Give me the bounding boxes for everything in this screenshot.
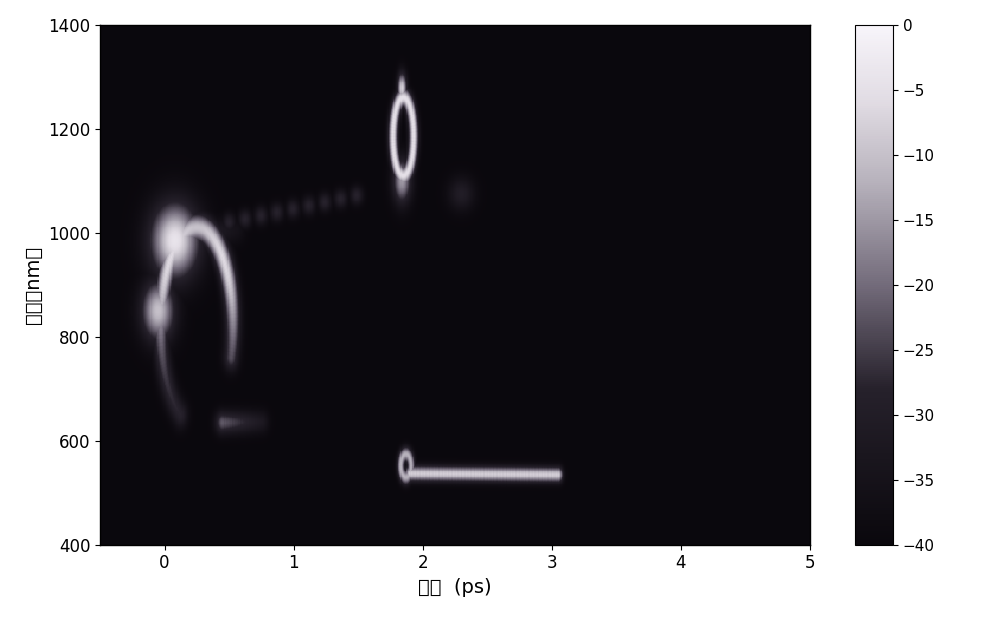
X-axis label: 时间  (ps): 时间 (ps)	[418, 578, 492, 597]
Y-axis label: 波长（nm）: 波长（nm）	[23, 246, 42, 324]
